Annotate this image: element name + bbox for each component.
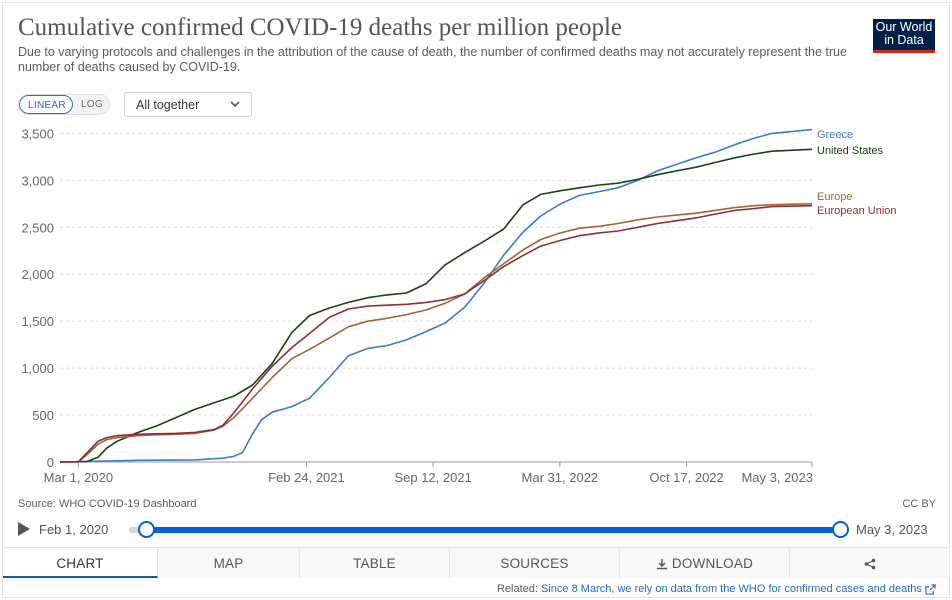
series-line-european-union xyxy=(59,204,813,463)
tab-chart[interactable]: CHART xyxy=(3,548,158,578)
timeline-start-label: Feb 1, 2020 xyxy=(39,522,109,537)
series-label-united-states: United States xyxy=(817,145,884,157)
timeline-end-label: May 3, 2023 xyxy=(856,522,928,537)
line-chart: 0 500 1,000 1,500 2,000 2,500 3,000 3,500 Mar 1… xyxy=(21,126,897,485)
y-tick-label: 1,000 xyxy=(21,361,54,376)
facet-select[interactable]: All together xyxy=(124,92,252,117)
x-axis: Mar 1, 2020 Feb 24, 2021 Sep 12, 2021 Mar 3… xyxy=(44,461,813,485)
log-scale-button[interactable]: LOG xyxy=(72,95,109,114)
timeline-selected-range xyxy=(146,527,840,533)
owid-logo[interactable]: Our World in Data xyxy=(873,19,935,53)
y-tick-label: 0 xyxy=(47,455,54,470)
share-icon xyxy=(864,559,875,570)
x-tick-label: May 3, 2023 xyxy=(741,470,813,485)
tab-download-label: DOWNLOAD xyxy=(671,556,754,571)
series-lines xyxy=(59,128,813,463)
series-label-european-union: European Union xyxy=(817,205,897,217)
external-link-icon[interactable] xyxy=(925,583,936,595)
series-labels: Greece United States Europe European Union xyxy=(817,129,897,217)
timeline: Feb 1, 2020 May 3, 2023 xyxy=(0,518,952,542)
related-prefix: Related: xyxy=(497,583,542,595)
y-tick-label: 1,500 xyxy=(21,314,54,329)
chart-grid xyxy=(60,132,812,416)
tab-bar: CHART MAP TABLE SOURCES DOWNLOAD xyxy=(3,547,949,578)
x-tick-label: Mar 31, 2022 xyxy=(522,470,599,485)
logo-bar xyxy=(873,50,935,53)
tab-table[interactable]: TABLE xyxy=(300,548,450,578)
download-icon xyxy=(656,559,667,570)
series-line-greece xyxy=(59,128,813,463)
tab-download[interactable]: DOWNLOAD xyxy=(620,548,790,578)
y-axis-ticks: 0 500 1,000 1,500 2,000 2,500 3,000 3,500 xyxy=(21,126,54,470)
series-label-europe: Europe xyxy=(817,191,852,203)
logo-line-2: in Data xyxy=(884,33,924,47)
x-tick-label: Feb 24, 2021 xyxy=(268,470,345,485)
series-label-greece: Greece xyxy=(817,129,853,141)
chart-title: Cumulative confirmed COVID-19 deaths per… xyxy=(18,14,623,41)
play-icon[interactable] xyxy=(18,522,30,536)
related-note: Related: Since 8 March, we rely on data … xyxy=(497,583,936,595)
tab-share[interactable] xyxy=(790,548,949,578)
timeline-end-handle[interactable] xyxy=(832,521,849,538)
y-tick-label: 2,500 xyxy=(21,220,54,235)
y-tick-label: 3,500 xyxy=(21,126,54,141)
chart-subtitle: Due to varying protocols and challenges … xyxy=(18,45,847,74)
license-label[interactable]: CC BY xyxy=(902,498,936,510)
y-tick-label: 3,000 xyxy=(21,173,54,188)
linear-scale-button[interactable]: LINEAR xyxy=(19,95,73,114)
chevron-down-icon xyxy=(230,101,240,108)
logo-line-1: Our World xyxy=(875,20,933,34)
scale-toggle: LINEAR LOG xyxy=(18,94,110,115)
related-link[interactable]: Since 8 March, we rely on data from the … xyxy=(541,583,922,595)
x-tick-label: Oct 17, 2022 xyxy=(649,470,723,485)
x-tick-label: Mar 1, 2020 xyxy=(44,470,113,485)
tab-map[interactable]: MAP xyxy=(158,548,300,578)
series-line-united-states xyxy=(59,148,813,463)
y-tick-label: 2,000 xyxy=(21,267,54,282)
y-tick-label: 500 xyxy=(32,408,54,423)
x-tick-label: Sep 12, 2021 xyxy=(394,470,471,485)
facet-select-value: All together xyxy=(136,98,200,112)
timeline-start-handle[interactable] xyxy=(138,521,155,538)
tab-sources[interactable]: SOURCES xyxy=(450,548,620,578)
series-line-europe xyxy=(59,203,813,463)
source-note[interactable]: Source: WHO COVID-19 Dashboard xyxy=(18,498,197,510)
